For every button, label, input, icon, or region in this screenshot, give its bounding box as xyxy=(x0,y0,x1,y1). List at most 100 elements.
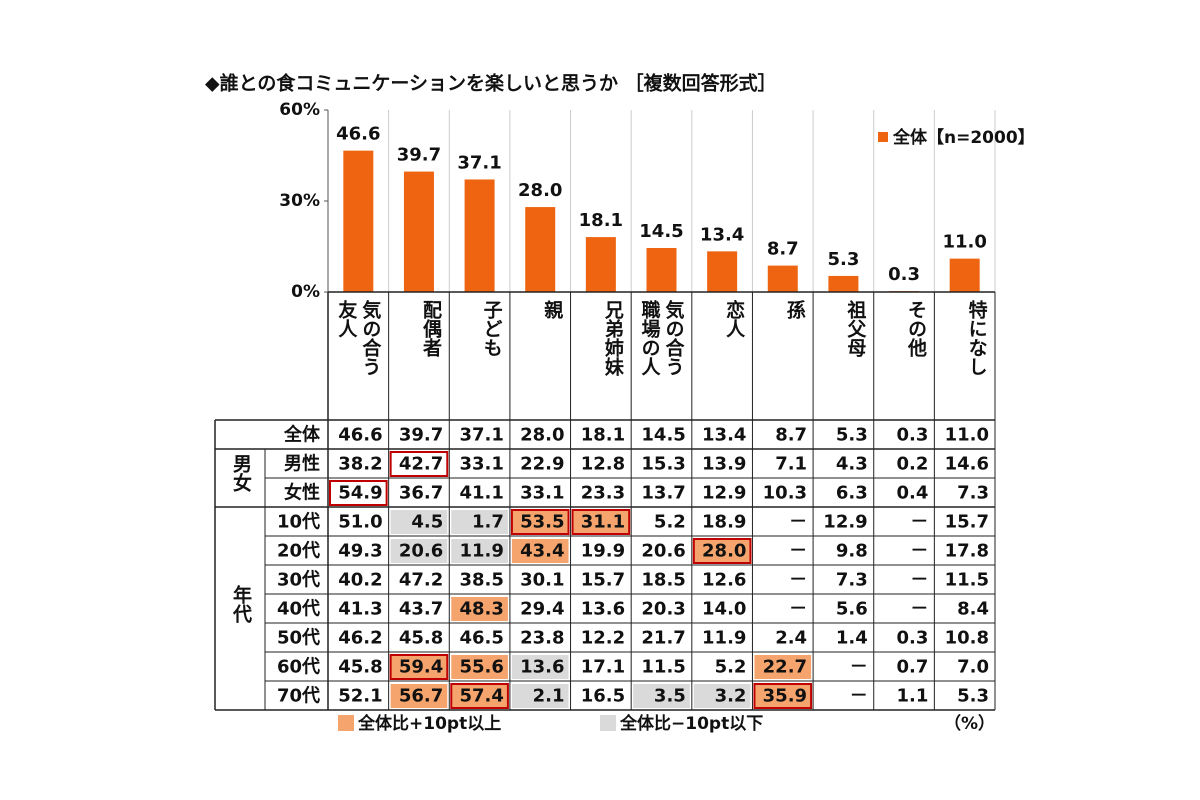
table-cell: 52.1 xyxy=(338,686,382,707)
table-cell: 33.1 xyxy=(459,454,503,475)
table-cell: 23.3 xyxy=(581,483,625,504)
table-cell: 8.7 xyxy=(775,425,807,446)
bar xyxy=(949,258,980,292)
table-cell: 42.7 xyxy=(399,454,443,475)
cell-highlight xyxy=(390,684,448,708)
table-cell: － xyxy=(910,541,928,562)
table-cell: 41.3 xyxy=(338,599,382,620)
y-tick-label: 60% xyxy=(279,100,320,120)
table-cell: － xyxy=(850,686,868,707)
table-cell: 2.4 xyxy=(775,628,807,649)
table-cell: 59.4 xyxy=(399,657,443,678)
table-cell: 11.5 xyxy=(641,657,685,678)
table-cell: 18.1 xyxy=(581,425,625,446)
table-cell: 39.7 xyxy=(399,425,443,446)
table-cell: 56.7 xyxy=(399,686,443,707)
group-label: 男女 xyxy=(230,454,252,492)
x-tick-label: 親 xyxy=(541,300,564,319)
table-cell: 1.1 xyxy=(896,686,928,707)
table-cell: 12.2 xyxy=(581,628,625,649)
table-cell: 38.2 xyxy=(338,454,382,475)
table-cell: 5.2 xyxy=(654,512,686,533)
value-label: 14.5 xyxy=(639,221,683,242)
table-cell: － xyxy=(910,570,928,591)
x-tick-label: その他 xyxy=(905,300,928,357)
cell-highlight xyxy=(511,655,569,679)
table-cell: 15.7 xyxy=(945,512,989,533)
bar xyxy=(525,207,556,292)
table-cell: 13.9 xyxy=(702,454,746,475)
cell-box xyxy=(450,683,509,709)
cell-highlight xyxy=(693,684,751,708)
table-cell: 45.8 xyxy=(338,657,382,678)
cell-highlight xyxy=(754,655,812,679)
table-cell: 1.4 xyxy=(836,628,868,649)
table-cell: 53.5 xyxy=(520,512,564,533)
table-cell: 9.8 xyxy=(836,541,868,562)
table-cell: 38.5 xyxy=(459,570,503,591)
x-tick-label: 祖父母 xyxy=(844,300,867,357)
row-label: 男性 xyxy=(284,453,320,475)
legend-label: 全体比+10pt以上 xyxy=(357,713,501,734)
value-label: 28.0 xyxy=(518,180,562,201)
table-cell: 19.9 xyxy=(581,541,625,562)
row-label: 20代 xyxy=(277,541,320,562)
value-label: 0.3 xyxy=(888,264,920,285)
bar xyxy=(707,251,738,292)
x-tick-label: 孫 xyxy=(783,300,806,319)
table-cell: 17.8 xyxy=(945,541,989,562)
cell-highlight xyxy=(451,655,508,679)
table-cell: － xyxy=(850,657,868,678)
cell-highlight xyxy=(693,539,751,563)
row-label: 30代 xyxy=(277,570,320,591)
row-label: 70代 xyxy=(277,686,320,707)
table-cell: 7.3 xyxy=(957,483,989,504)
table-cell: 57.4 xyxy=(459,686,503,707)
bar xyxy=(767,265,798,292)
cell-highlight xyxy=(390,539,448,563)
table-cell: 45.8 xyxy=(399,628,443,649)
table-cell: 40.2 xyxy=(338,570,382,591)
legend-swatch xyxy=(338,715,354,731)
legend-label: 全体【n=2000】 xyxy=(892,127,1035,148)
x-tick-label: 恋人 xyxy=(723,300,746,338)
table-cell: 20.6 xyxy=(399,541,443,562)
table-cell: 30.1 xyxy=(520,570,564,591)
table-cell: 28.0 xyxy=(702,541,746,562)
cell-highlight xyxy=(511,539,569,563)
group-label: 年代 xyxy=(230,584,252,623)
bar xyxy=(464,179,495,292)
row-label: 全体 xyxy=(283,424,321,446)
table-cell: 11.5 xyxy=(945,570,989,591)
table-cell: 3.2 xyxy=(715,686,747,707)
value-label: 39.7 xyxy=(397,145,441,166)
table-cell: 0.3 xyxy=(896,425,928,446)
table-cell: 0.4 xyxy=(896,483,928,504)
bar xyxy=(403,171,434,292)
table-cell: 0.7 xyxy=(896,657,928,678)
table-cell: 3.5 xyxy=(654,686,686,707)
value-label: 11.0 xyxy=(942,232,986,253)
cell-highlight xyxy=(511,510,569,534)
table-cell: 37.1 xyxy=(459,425,503,446)
table-cell: 28.0 xyxy=(520,425,564,446)
legend-swatch xyxy=(600,715,616,731)
table-cell: 13.4 xyxy=(702,425,746,446)
bar xyxy=(828,275,859,292)
cell-box xyxy=(571,509,631,535)
value-label: 5.3 xyxy=(827,249,859,270)
row-label: 女性 xyxy=(284,482,320,504)
table-cell: 48.3 xyxy=(459,599,503,620)
table-cell: 46.2 xyxy=(338,628,382,649)
table-cell: 55.6 xyxy=(459,657,503,678)
cell-highlight xyxy=(572,510,630,534)
table-cell: － xyxy=(789,570,807,591)
table-cell: 12.8 xyxy=(581,454,625,475)
x-tick-label: 気の合う職場の人 xyxy=(638,300,685,376)
table-cell: － xyxy=(910,512,928,533)
table-cell: 41.1 xyxy=(459,483,503,504)
table-cell: 6.3 xyxy=(836,483,868,504)
value-label: 13.4 xyxy=(700,224,744,245)
